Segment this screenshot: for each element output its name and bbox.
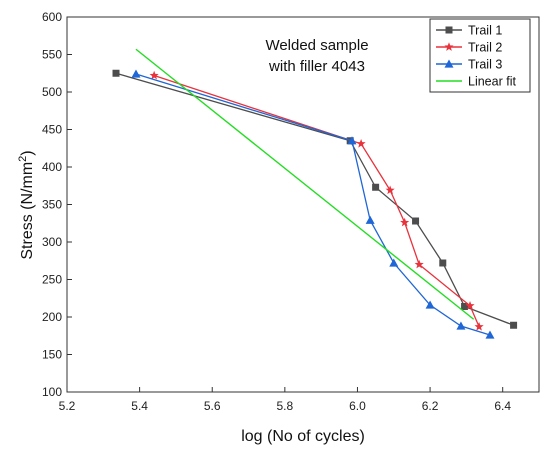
- data-point: [112, 69, 120, 77]
- legend-label: Trail 3: [468, 58, 502, 72]
- y-tick-label: 100: [42, 385, 62, 399]
- data-point: [485, 330, 495, 339]
- series-line: [153, 74, 480, 328]
- legend-marker: [445, 26, 453, 34]
- data-point: [456, 321, 466, 330]
- series-trail-3: [131, 69, 495, 339]
- y-axis-title-tail: ): [19, 150, 36, 155]
- data-point: [474, 321, 484, 331]
- data-point: [439, 259, 447, 267]
- series-line: [135, 48, 475, 320]
- series-trail-2: [149, 70, 484, 331]
- data-point: [347, 136, 357, 145]
- y-tick-label: 150: [42, 348, 62, 362]
- data-point: [465, 300, 475, 310]
- data-point: [365, 215, 375, 224]
- x-tick-label: 5.8: [277, 399, 294, 413]
- y-axis-title-main: Stress (N/mm: [19, 162, 36, 260]
- legend-entry: Trail 2: [436, 41, 502, 55]
- x-tick-label: 6.2: [422, 399, 439, 413]
- x-tick-label: 6.0: [349, 399, 366, 413]
- series-layer: [112, 48, 518, 339]
- x-tick-label: 5.4: [131, 399, 148, 413]
- legend-marker: [444, 59, 454, 68]
- y-tick-label: 300: [42, 235, 62, 249]
- x-axis-title: log (No of cycles): [241, 428, 365, 445]
- data-point: [372, 183, 380, 191]
- data-point: [461, 303, 469, 310]
- y-tick-label: 200: [42, 310, 62, 324]
- annotation-line-1: Welded sample: [265, 37, 368, 54]
- legend-marker: [444, 42, 454, 51]
- x-tick-label: 5.2: [59, 399, 76, 413]
- y-tick-label: 450: [42, 123, 62, 137]
- y-tick-label: 400: [42, 160, 62, 174]
- axis-ticks: 5.2 5.4 5.6 5.8 6.0 6.2 6.4 100 150 200 250 300 350 4…: [42, 10, 511, 413]
- y-axis-title-sup: 2: [17, 156, 29, 162]
- legend-entry: Linear fit: [436, 75, 516, 89]
- y-tick-label: 350: [42, 198, 62, 212]
- data-point: [131, 69, 141, 78]
- data-point: [389, 258, 399, 267]
- y-tick-label: 600: [42, 10, 62, 24]
- data-point: [510, 321, 518, 329]
- data-point: [149, 70, 159, 80]
- data-point: [356, 138, 366, 148]
- legend-label: Linear fit: [468, 75, 516, 89]
- series-line: [115, 72, 514, 326]
- data-point: [412, 217, 420, 225]
- legend-entry: Trail 3: [436, 58, 502, 72]
- y-axis-title: Stress (N/mm2): [17, 150, 36, 259]
- series-line: [135, 73, 491, 336]
- data-point: [400, 217, 410, 227]
- data-point: [385, 185, 395, 195]
- legend-label: Trail 2: [468, 41, 502, 55]
- y-tick-label: 250: [42, 273, 62, 287]
- x-tick-label: 5.6: [204, 399, 221, 413]
- data-point: [414, 259, 424, 269]
- legend-label: Trail 1: [468, 24, 502, 38]
- y-tick-label: 550: [42, 48, 62, 62]
- series-trail-1: [112, 69, 518, 329]
- data-point: [425, 300, 435, 309]
- x-tick-label: 6.4: [494, 399, 511, 413]
- y-tick-label: 500: [42, 85, 62, 99]
- series-linear-fit: [135, 48, 475, 320]
- legend-entry: Trail 1: [436, 24, 502, 38]
- legend: Trail 1 Trail 2 Trail 3 Linear fit: [429, 18, 531, 93]
- annotation-line-2: with filler 4043: [268, 58, 365, 75]
